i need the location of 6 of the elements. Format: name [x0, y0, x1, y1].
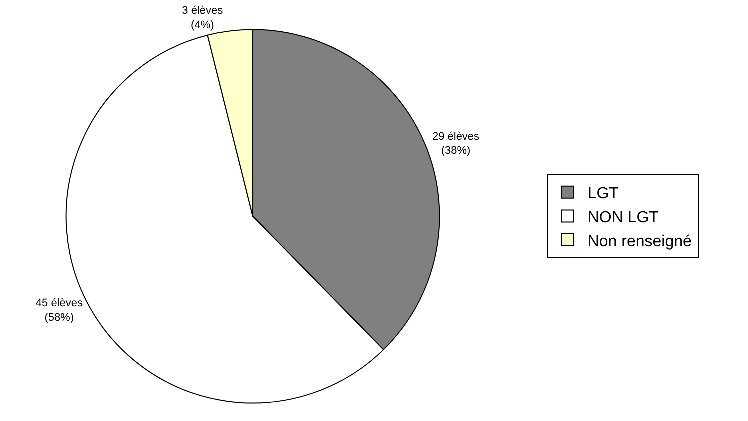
- legend-label: NON LGT: [588, 209, 660, 226]
- legend-label: LGT: [588, 186, 620, 203]
- data-label: 45 élèves (58%): [36, 298, 84, 324]
- data-label: 29 élèves (38%): [432, 130, 480, 158]
- legend-label: Non renseigné: [588, 233, 692, 250]
- data-label: 3 élèves (4%): [182, 5, 224, 32]
